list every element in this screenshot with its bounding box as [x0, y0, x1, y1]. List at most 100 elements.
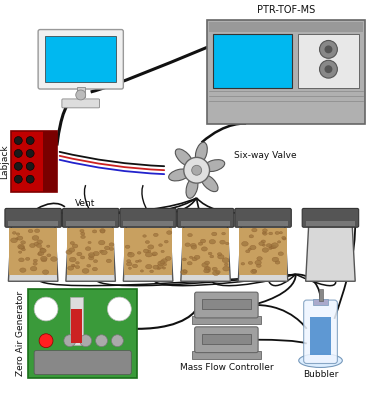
Circle shape [14, 136, 22, 144]
Bar [201, 334, 251, 344]
Ellipse shape [69, 257, 76, 262]
Bar [181, 221, 230, 226]
Ellipse shape [250, 245, 256, 250]
Ellipse shape [42, 270, 49, 274]
Ellipse shape [30, 266, 37, 271]
Ellipse shape [40, 248, 46, 253]
Ellipse shape [135, 260, 139, 262]
Ellipse shape [100, 230, 105, 233]
Ellipse shape [275, 261, 280, 264]
Ellipse shape [157, 267, 161, 270]
Ellipse shape [153, 265, 159, 269]
Ellipse shape [212, 232, 217, 236]
Ellipse shape [282, 236, 286, 239]
Bar [45, 36, 116, 82]
Ellipse shape [217, 253, 222, 256]
Ellipse shape [182, 258, 186, 261]
Ellipse shape [152, 252, 157, 256]
Ellipse shape [269, 232, 273, 235]
Ellipse shape [104, 246, 110, 250]
FancyBboxPatch shape [34, 351, 131, 374]
Ellipse shape [209, 240, 215, 244]
Circle shape [184, 157, 209, 183]
Ellipse shape [11, 238, 17, 243]
Ellipse shape [19, 258, 24, 262]
Ellipse shape [246, 250, 250, 253]
Ellipse shape [40, 256, 47, 261]
Ellipse shape [137, 252, 141, 254]
Circle shape [26, 175, 34, 183]
FancyBboxPatch shape [62, 208, 119, 227]
Ellipse shape [203, 160, 225, 172]
Circle shape [14, 162, 22, 170]
Ellipse shape [38, 251, 44, 255]
Ellipse shape [12, 232, 16, 234]
Bar [306, 221, 355, 226]
Ellipse shape [153, 233, 158, 236]
Ellipse shape [15, 238, 19, 240]
Ellipse shape [143, 235, 146, 237]
Ellipse shape [29, 244, 35, 248]
Text: Six-way Valve: Six-way Valve [234, 151, 297, 160]
Ellipse shape [81, 232, 85, 235]
Ellipse shape [33, 259, 37, 262]
Ellipse shape [277, 241, 281, 243]
FancyBboxPatch shape [62, 99, 99, 108]
Bar [9, 228, 57, 275]
Ellipse shape [257, 257, 262, 260]
Ellipse shape [82, 268, 89, 273]
Ellipse shape [208, 252, 212, 255]
Ellipse shape [256, 264, 261, 267]
Ellipse shape [100, 229, 105, 232]
Ellipse shape [248, 248, 251, 250]
Ellipse shape [18, 244, 25, 249]
Ellipse shape [92, 267, 98, 271]
Ellipse shape [93, 252, 99, 256]
Ellipse shape [160, 260, 164, 264]
Bar [28, 289, 137, 378]
Ellipse shape [263, 232, 267, 235]
Ellipse shape [242, 242, 248, 246]
Ellipse shape [188, 234, 192, 237]
Polygon shape [66, 226, 115, 281]
Ellipse shape [38, 252, 42, 256]
Ellipse shape [169, 169, 190, 181]
Bar [11, 131, 57, 192]
Bar [43, 131, 57, 192]
Ellipse shape [93, 260, 98, 263]
Text: Mass Flow Controller: Mass Flow Controller [180, 362, 273, 372]
Ellipse shape [40, 248, 46, 252]
Circle shape [26, 162, 34, 170]
Ellipse shape [262, 248, 269, 252]
Circle shape [112, 335, 123, 347]
Ellipse shape [34, 242, 39, 246]
Bar [319, 289, 322, 301]
Ellipse shape [88, 241, 91, 244]
Bar [8, 221, 58, 226]
Bar [124, 228, 172, 275]
Circle shape [319, 40, 338, 58]
Ellipse shape [146, 252, 152, 257]
Ellipse shape [70, 242, 74, 244]
Ellipse shape [157, 264, 163, 268]
Bar [209, 22, 363, 32]
Ellipse shape [163, 267, 166, 269]
Circle shape [14, 150, 22, 157]
Ellipse shape [128, 252, 132, 255]
Bar [238, 221, 288, 226]
FancyBboxPatch shape [38, 30, 123, 89]
Ellipse shape [147, 250, 151, 252]
FancyBboxPatch shape [5, 208, 61, 227]
Ellipse shape [125, 245, 130, 248]
Bar [77, 87, 85, 97]
Ellipse shape [69, 248, 75, 252]
Ellipse shape [20, 268, 26, 272]
Ellipse shape [195, 142, 207, 164]
Ellipse shape [77, 252, 82, 256]
Ellipse shape [146, 264, 152, 269]
Ellipse shape [17, 236, 23, 240]
Ellipse shape [187, 262, 192, 265]
Ellipse shape [150, 270, 153, 273]
Ellipse shape [224, 263, 228, 266]
Ellipse shape [138, 260, 141, 262]
